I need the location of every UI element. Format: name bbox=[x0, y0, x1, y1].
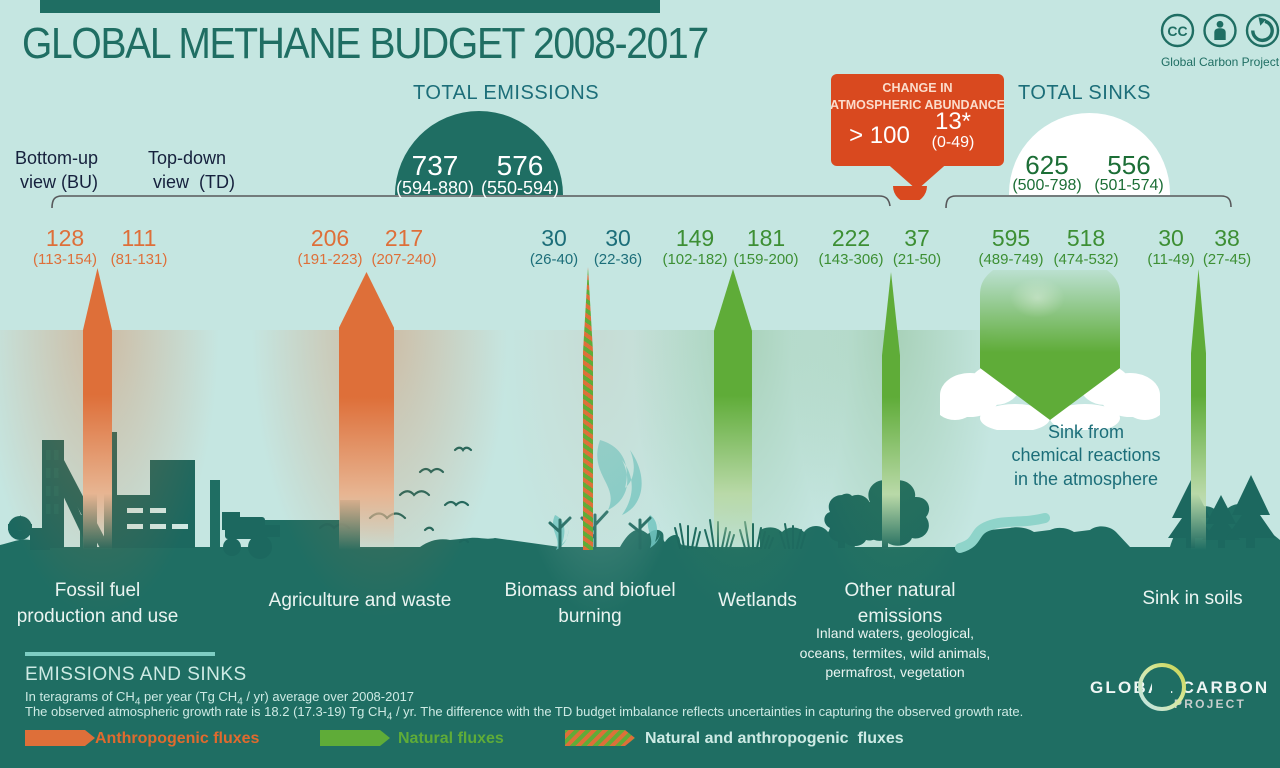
svg-text:PROJECT: PROJECT bbox=[1174, 697, 1246, 711]
svg-text:GLOBAL CARBON: GLOBAL CARBON bbox=[1090, 678, 1269, 697]
svg-text:CC: CC bbox=[1167, 23, 1187, 39]
